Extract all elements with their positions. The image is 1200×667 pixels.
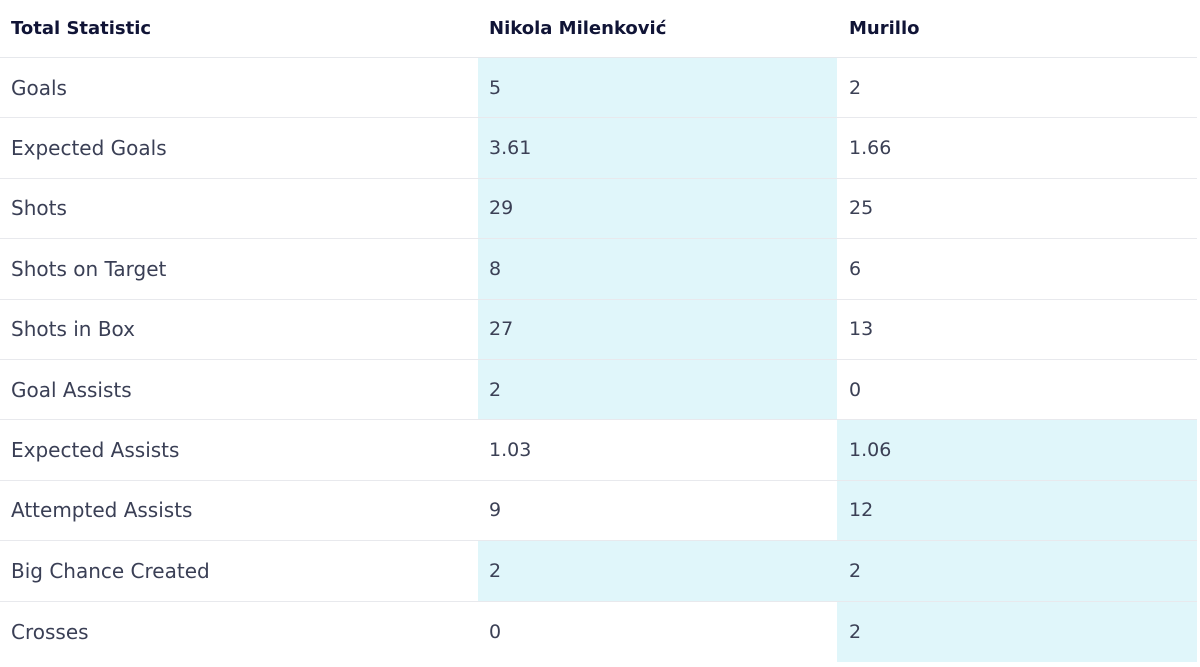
stat-label: Expected Goals (11, 136, 167, 161)
player1-value: 0 (489, 620, 502, 643)
table-row: Shots on Target 8 6 (0, 239, 1197, 300)
player1-value: 1.03 (489, 439, 532, 462)
player2-value: 0 (849, 378, 862, 401)
stat-label: Expected Assists (11, 438, 180, 463)
player1-value: 2 (478, 359, 837, 420)
player1-value: 27 (478, 299, 837, 359)
player1-value: 8 (478, 239, 837, 299)
player2-value: 2 (837, 601, 1197, 662)
player2-value: 1.66 (849, 137, 892, 160)
header-total-statistic: Total Statistic (11, 18, 152, 39)
stat-label: Crosses (11, 619, 89, 644)
player1-value: 2 (478, 541, 837, 601)
player1-value: 5 (478, 58, 837, 118)
player2-value: 12 (837, 480, 1197, 541)
player2-value: 13 (849, 318, 874, 341)
player2-value: 6 (849, 257, 862, 280)
header-player-murillo[interactable]: Murillo (849, 18, 920, 39)
table-row: Attempted Assists 9 12 (0, 480, 1197, 542)
player1-value: 29 (478, 178, 837, 239)
stat-label: Shots in Box (11, 317, 135, 342)
stat-label: Shots on Target (11, 256, 167, 281)
table-body: Goals 5 2 Expected Goals 3.61 1.66 Shots 29 25 Sh… (0, 58, 1197, 662)
table-row: Big Chance Created 2 2 (0, 541, 1197, 602)
table-row: Expected Goals 3.61 1.66 (0, 118, 1197, 179)
stat-label: Goals (11, 75, 67, 100)
player1-value: 9 (489, 499, 502, 522)
stat-label: Attempted Assists (11, 498, 193, 523)
stat-label: Goal Assists (11, 377, 132, 402)
table-header: Total Statistic Nikola Milenković Murill… (0, 0, 1197, 58)
header-player-milenkovic[interactable]: Nikola Milenković (489, 18, 667, 39)
stat-label: Big Chance Created (11, 558, 210, 583)
table-row: Goals 5 2 (0, 58, 1197, 119)
player2-value: 25 (849, 197, 874, 220)
player2-value: 2 (837, 541, 1197, 601)
player2-value: 2 (849, 76, 862, 99)
table-row: Shots in Box 27 13 (0, 299, 1197, 360)
table-row: Expected Assists 1.03 1.06 (0, 420, 1197, 481)
table-row: Shots 29 25 (0, 178, 1197, 240)
table-row: Crosses 0 2 (0, 601, 1197, 662)
player2-value: 1.06 (837, 420, 1197, 480)
table-row: Goal Assists 2 0 (0, 359, 1197, 421)
player1-value: 3.61 (478, 118, 837, 178)
stat-label: Shots (11, 196, 67, 221)
